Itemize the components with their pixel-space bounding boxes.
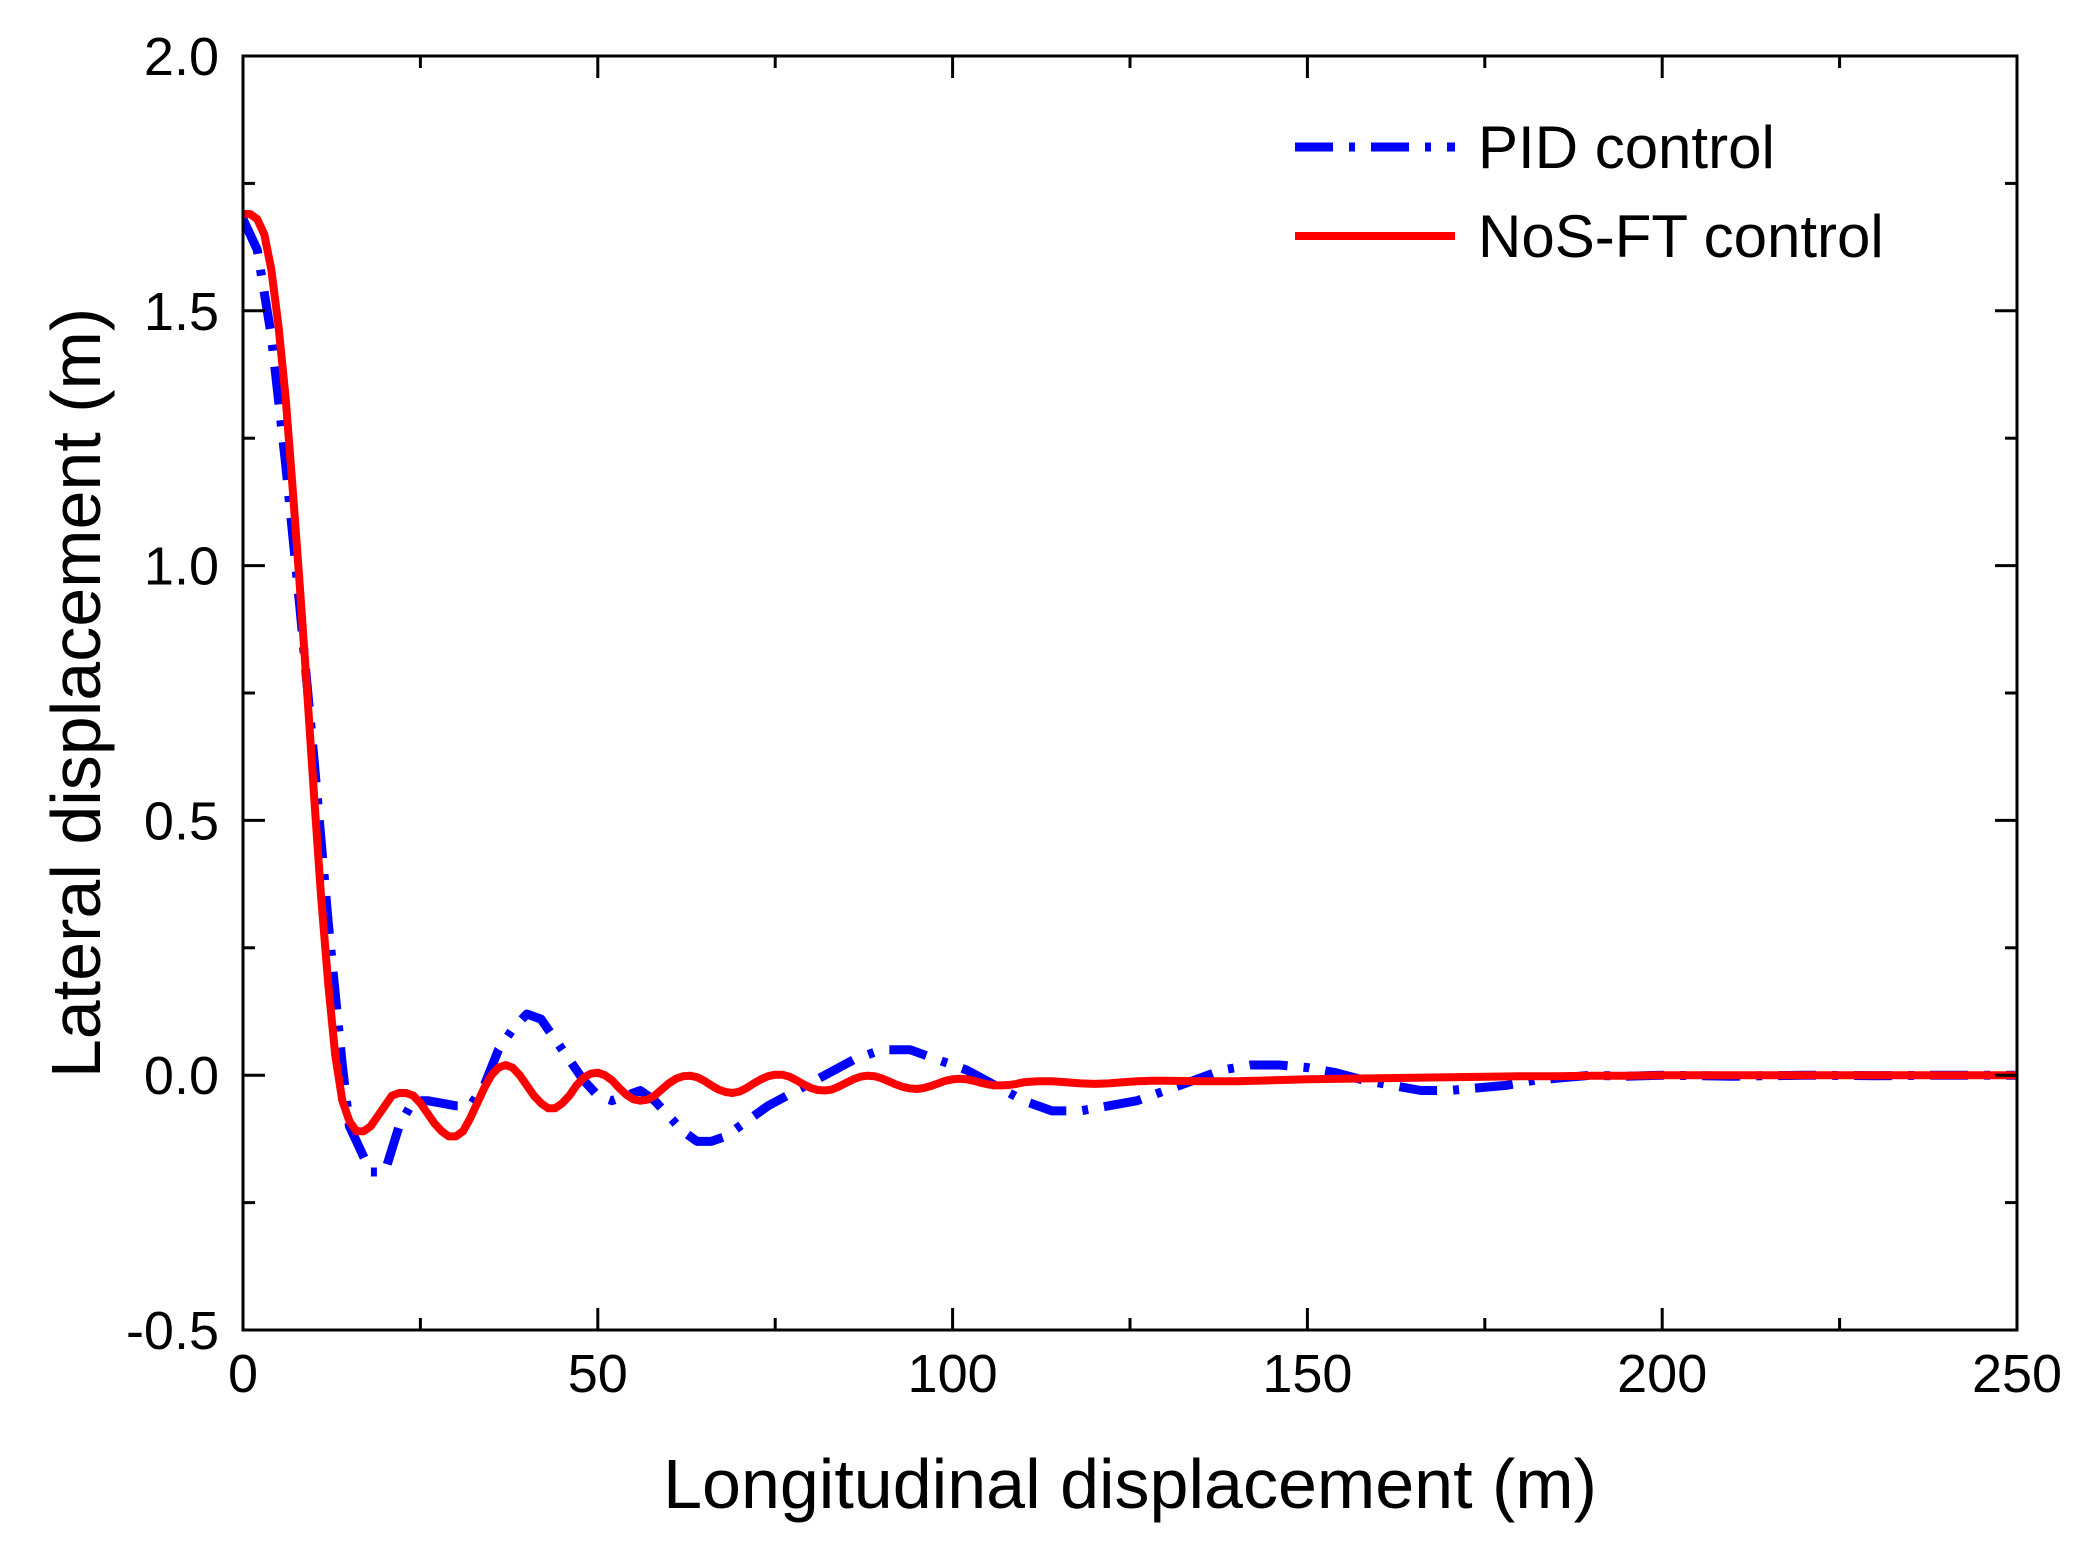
x-tick-label: 100 — [908, 1344, 998, 1404]
x-tick-label: 0 — [228, 1344, 258, 1404]
y-axis-title: Lateral displacement (m) — [37, 308, 115, 1078]
axes-layer — [241, 54, 2019, 1332]
labels-layer: 0 50 100 150 200 250 -0.5 0.0 0.5 1.0 1.5 2.0 Longit… — [37, 27, 2062, 1523]
y-tick-label: 0.0 — [144, 1046, 219, 1106]
legend-label-nos-ft: NoS-FT control — [1478, 203, 1884, 270]
y-tick-label: 1.5 — [144, 282, 219, 342]
legend-label-pid: PID control — [1478, 114, 1775, 181]
x-tick-label: 250 — [1972, 1344, 2062, 1404]
legend: PID control NoS-FT control — [1295, 114, 1884, 270]
y-tick-label: 0.5 — [144, 791, 219, 851]
y-tick-label: 1.0 — [144, 537, 219, 597]
y-tick-label: -0.5 — [126, 1301, 219, 1361]
series-layer — [243, 210, 2017, 1177]
x-tick-label: 200 — [1617, 1344, 1707, 1404]
series-line-pid — [243, 217, 2017, 1177]
x-tick-label: 50 — [568, 1344, 628, 1404]
x-tick-label: 150 — [1262, 1344, 1352, 1404]
series-line-nos-ft — [243, 210, 2017, 1141]
x-axis-title: Longitudinal displacement (m) — [663, 1445, 1597, 1523]
y-tick-label: 2.0 — [144, 27, 219, 87]
